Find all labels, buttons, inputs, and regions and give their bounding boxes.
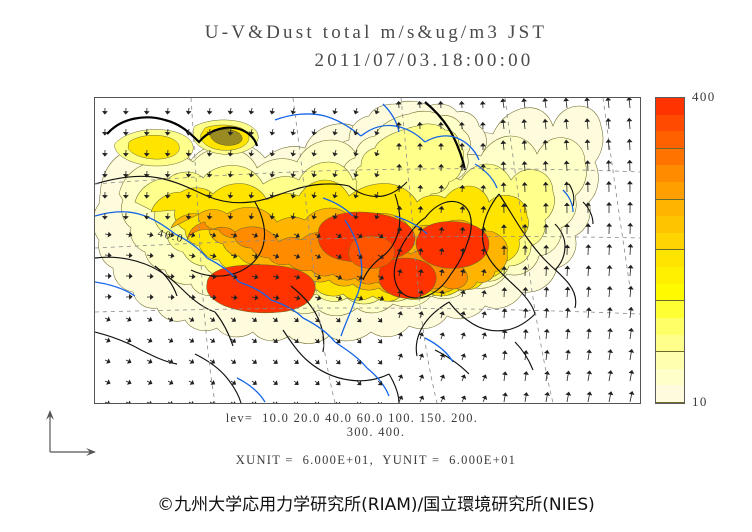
contour-levels-line-2: 300. 400. [346,425,406,439]
heavy-contour-lines [106,101,467,171]
colorbar-segment [656,199,684,217]
colorbar-segment [656,385,684,403]
chart-title-block: U-V&Dust total m/s&ug/m3 JST 2011/07/03.… [0,22,752,72]
colorbar-segment [656,216,684,233]
colorbar-segment [656,131,684,149]
colorbar-segment [656,334,684,353]
colorbar-segment [656,98,684,115]
colorbar-segment [656,368,684,386]
copyright-credit: ©九州大学応用力学研究所(RIAM)/国立環境研究所(NIES) [157,495,595,515]
colorbar-segment [656,283,684,302]
graticule-layer [95,98,640,403]
rivers-layer [95,103,574,403]
colorbar-segment [656,317,684,335]
map-panel[interactable]: 40.0 [94,97,641,404]
chart-timestamp: 2011/07/03.18:00:00 [314,50,534,71]
colorbar-segment [656,114,684,132]
colorbar[interactable] [655,97,685,404]
dust-contour-fills [95,100,604,344]
colorbar-segment [656,301,684,318]
colorbar-segment [656,267,684,284]
colorbar-max-label: 400 [692,89,716,104]
colorbar-segment [656,352,684,369]
colorbar-min-label: 10 [692,394,708,409]
map-canvas: 40.0 [95,98,640,403]
axis-units-line: XUNIT = 6.000E+01, YUNIT = 6.000E+01 [235,453,517,467]
colorbar-segment [656,148,684,166]
colorbar-segment [656,165,684,183]
wind-vector-field [101,98,635,403]
colorbar-segment [656,182,684,200]
colorbar-segment [656,250,684,268]
vector-scale-legend [46,410,96,456]
chart-title: U-V&Dust total m/s&ug/m3 JST [204,22,548,43]
contour-levels-line-1: lev= 10.0 20.0 40.0 60.0 100. 150. 200. [225,411,479,425]
colorbar-segment [656,232,684,251]
